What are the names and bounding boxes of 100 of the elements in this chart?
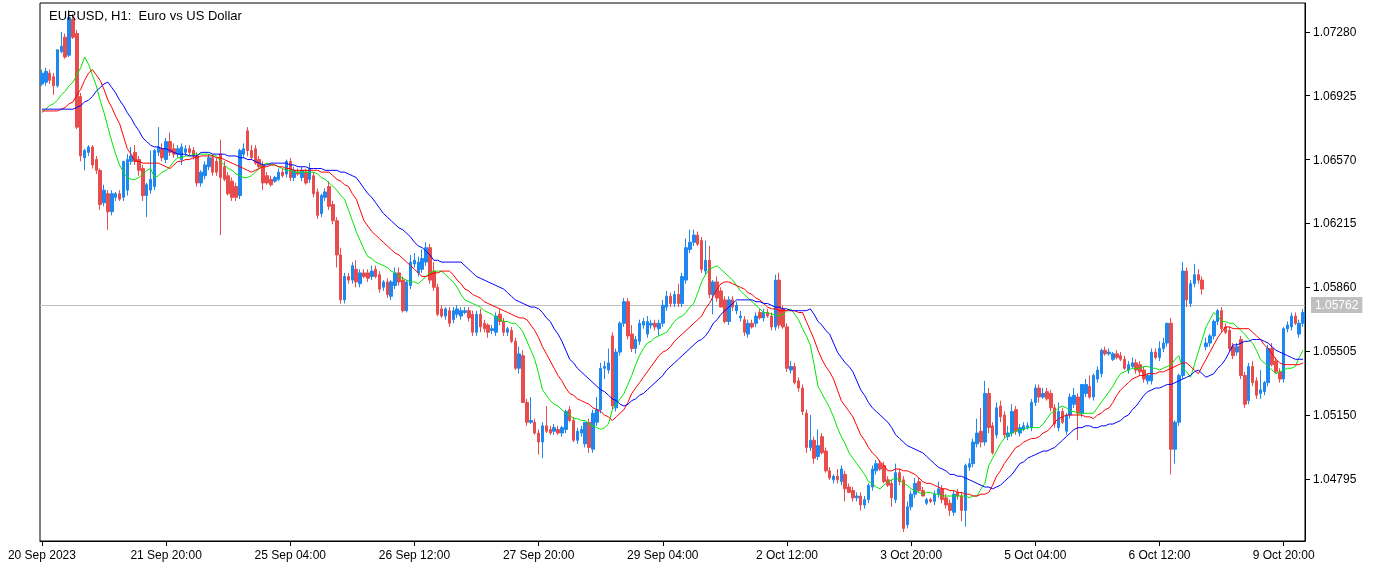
candlestick xyxy=(1088,374,1091,400)
y-tick-label: 1.04795 xyxy=(1313,471,1357,486)
candlestick xyxy=(347,272,350,285)
candlestick xyxy=(1123,355,1126,371)
candlestick xyxy=(587,418,591,454)
candlestick xyxy=(52,72,55,96)
y-tick-label: 1.06215 xyxy=(1313,216,1357,231)
candlestick xyxy=(735,301,738,315)
candlestick xyxy=(1107,347,1111,357)
x-tick-label: 5 Oct 04:00 xyxy=(1004,548,1067,562)
candlestick xyxy=(583,421,587,448)
y-tick-label: 1.05505 xyxy=(1313,344,1357,359)
candlestick xyxy=(925,497,928,506)
candlestick xyxy=(809,414,812,452)
candlestick xyxy=(370,265,374,281)
x-tick-label: 27 Sep 20:00 xyxy=(502,548,575,562)
candlestick xyxy=(83,148,86,171)
candlestick xyxy=(995,401,998,439)
x-tick-label: 9 Oct 20:00 xyxy=(1252,548,1315,562)
candlestick xyxy=(727,295,731,326)
candlestick xyxy=(529,396,533,425)
candlestick xyxy=(711,279,715,315)
candlestick xyxy=(1294,311,1297,326)
x-tick-label: 29 Sep 04:00 xyxy=(627,548,699,562)
candlestick xyxy=(859,491,862,511)
candlestick xyxy=(354,259,358,288)
candlestick xyxy=(277,168,280,182)
candlestick xyxy=(40,69,44,87)
candlestick xyxy=(110,189,114,216)
candlestick xyxy=(979,407,983,448)
y-tick-label: 1.07280 xyxy=(1313,24,1357,39)
candlestick xyxy=(382,279,385,292)
candlestick xyxy=(890,479,893,508)
candlestick xyxy=(1103,346,1107,357)
candlestick xyxy=(777,272,781,330)
candlestick xyxy=(673,290,676,308)
candlestick xyxy=(1134,358,1138,375)
candlestick xyxy=(452,306,455,324)
candlestick xyxy=(840,464,843,486)
candlestick xyxy=(479,308,482,333)
candlestick xyxy=(545,405,548,434)
candlestick xyxy=(1014,405,1018,436)
candlestick xyxy=(102,184,106,207)
candlestick xyxy=(471,310,474,337)
candlestick xyxy=(1158,340,1161,362)
candlestick xyxy=(304,168,308,186)
x-tick-label: 3 Oct 20:00 xyxy=(880,548,943,562)
candlestick xyxy=(506,326,509,337)
y-tick-label: 1.06570 xyxy=(1313,152,1357,167)
candlestick xyxy=(246,126,249,157)
candlestick xyxy=(281,168,284,179)
candlestick xyxy=(832,473,835,484)
candlestick xyxy=(929,497,932,504)
candlestick xyxy=(1010,403,1014,438)
candlestick xyxy=(475,310,478,337)
candlestick xyxy=(486,322,490,339)
x-tick-label: 6 Oct 12:00 xyxy=(1128,548,1191,562)
candlestick xyxy=(770,311,773,331)
candlestick xyxy=(983,380,987,447)
candlestick xyxy=(812,436,816,465)
candlestick xyxy=(444,306,447,321)
candlestick xyxy=(708,245,711,299)
candlestick xyxy=(937,481,940,499)
candlestick xyxy=(1115,349,1119,360)
candlestick xyxy=(653,319,657,331)
x-tick-label: 2 Oct 12:00 xyxy=(755,548,819,562)
x-tick-label: 21 Sep 20:00 xyxy=(130,548,203,562)
candlestick xyxy=(816,428,820,461)
candlestick xyxy=(1185,267,1188,308)
candlestick xyxy=(164,137,168,164)
candlestick xyxy=(836,468,839,484)
candlestick xyxy=(646,315,649,339)
candlestick xyxy=(358,268,362,288)
candlestick xyxy=(743,315,746,337)
candlestick xyxy=(1154,347,1157,360)
candlestick xyxy=(851,486,855,502)
candlestick xyxy=(343,272,346,304)
candlestick xyxy=(362,268,366,279)
y-tick-label: 1.05150 xyxy=(1313,408,1357,423)
candlestick xyxy=(494,311,498,337)
candlestick xyxy=(1150,347,1153,385)
candlestick xyxy=(160,142,164,162)
candlestick xyxy=(552,423,556,436)
x-tick-label: 25 Sep 04:00 xyxy=(254,548,327,562)
candlestick xyxy=(1076,392,1080,441)
candlestick xyxy=(219,139,222,236)
candlestick xyxy=(517,346,521,375)
y-tick-label: 1.05860 xyxy=(1313,280,1357,295)
candlestick xyxy=(195,151,199,188)
candlestick xyxy=(805,409,808,454)
candlestick xyxy=(700,236,703,274)
candlestick xyxy=(1204,337,1208,351)
candlestick xyxy=(789,360,793,375)
candlestick xyxy=(63,33,67,60)
candlestick xyxy=(556,425,560,436)
candlestick xyxy=(750,319,754,330)
candlestick xyxy=(168,132,172,157)
candlestick xyxy=(106,189,110,231)
candlestick xyxy=(1247,362,1250,405)
y-tick-label: 1.06925 xyxy=(1313,88,1357,103)
